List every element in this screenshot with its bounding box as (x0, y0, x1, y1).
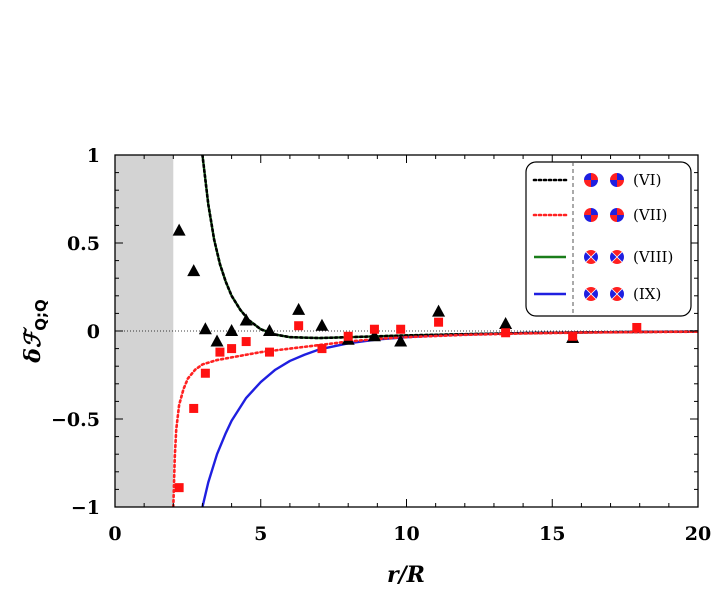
square-point (434, 317, 444, 327)
colloid-icon (609, 287, 624, 301)
x-tick-label: 10 (393, 523, 419, 545)
triangle-point (262, 324, 276, 336)
square-point (568, 331, 578, 341)
square-point (343, 331, 353, 341)
square-point (501, 328, 511, 338)
triangle-point (239, 313, 253, 326)
excluded-region (115, 155, 174, 507)
square-point (369, 324, 379, 334)
square-point (227, 344, 237, 354)
square-point (241, 337, 251, 347)
triangle-point (315, 318, 329, 331)
triangle-point (432, 304, 446, 317)
square-point (264, 347, 274, 357)
triangle-point (210, 334, 224, 347)
colloid-icon (610, 249, 624, 264)
square-point (200, 368, 210, 378)
x-tick-label: 20 (685, 523, 711, 545)
triangle-point (187, 264, 201, 277)
y-tick-label: −1 (71, 497, 100, 519)
colloid-icon (584, 287, 598, 301)
y-tick-label: −0.5 (51, 409, 100, 431)
legend-label: (VI) (633, 171, 661, 189)
triangle-point (225, 324, 239, 336)
triangle-point (172, 223, 186, 236)
square-point (632, 322, 642, 332)
triangle-point (499, 316, 513, 329)
square-point (396, 324, 406, 334)
x-tick-label: 15 (539, 523, 565, 545)
curve-4 (201, 330, 698, 507)
x-tick-label: 5 (254, 523, 267, 545)
x-axis-label: r/R (387, 562, 425, 588)
colloid-icon (610, 208, 624, 222)
square-point (294, 321, 304, 331)
legend-label: (IX) (633, 285, 661, 303)
colloid-icon (610, 173, 624, 187)
triangle-point (292, 302, 306, 315)
triangle-point (394, 334, 408, 347)
legend-label: (VII) (633, 206, 667, 224)
legend: (VI) (VII) (VIII) (IX) (525, 161, 692, 317)
square-point (174, 483, 184, 493)
triangle-point (367, 329, 381, 342)
y-tick-label: 0.5 (67, 233, 100, 255)
y-axis-label: δℱQ;Q (20, 299, 50, 363)
colloid-icon (584, 173, 598, 187)
y-tick-label: 0 (87, 321, 100, 343)
y-tick-label: 1 (87, 145, 100, 167)
x-tick-label: 0 (108, 523, 121, 545)
square-point (189, 403, 199, 413)
square-point (215, 347, 225, 357)
triangle-point (198, 322, 212, 335)
colloid-icon (584, 208, 598, 222)
square-point (317, 344, 327, 354)
colloid-icon (584, 249, 598, 264)
legend-label: (VIII) (633, 248, 673, 266)
legend-box (525, 161, 692, 317)
curve-2 (172, 330, 698, 507)
